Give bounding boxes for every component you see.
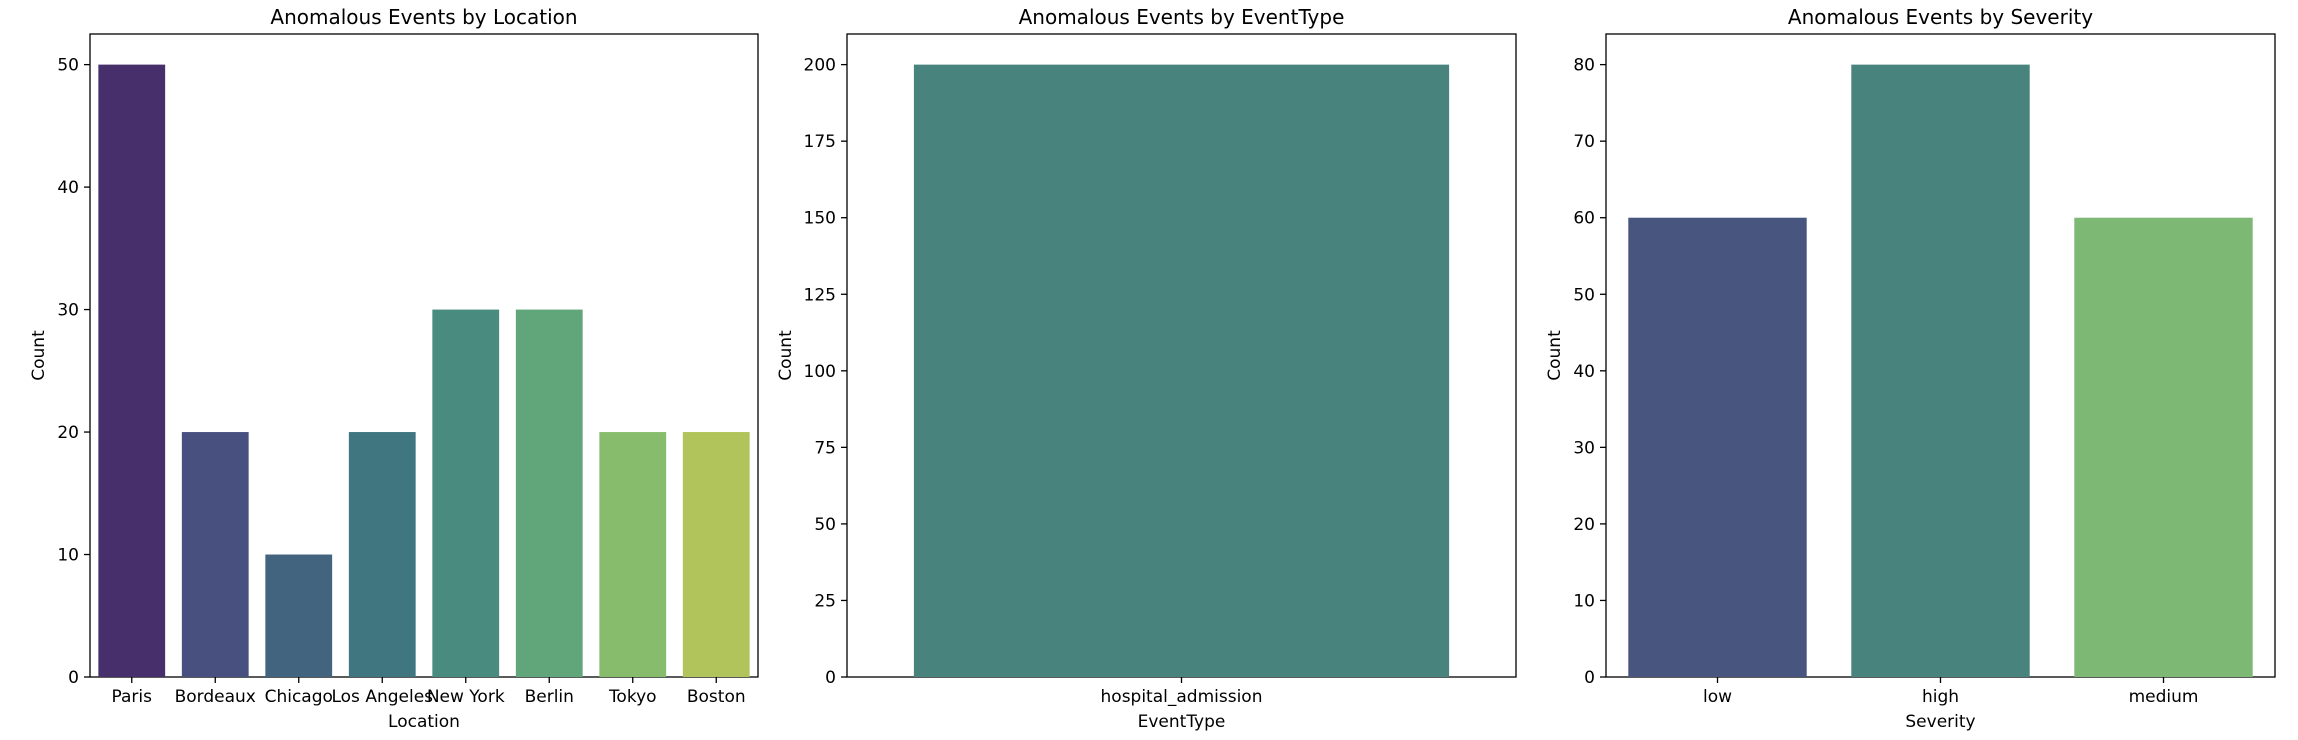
y-tick-label: 175 [804,132,836,152]
y-axis-label: Count [1545,330,1565,381]
y-tick-label: 75 [814,438,836,458]
y-tick-label: 10 [57,546,79,566]
x-tick-label: medium [2129,687,2199,707]
bar-chicago [265,554,333,677]
bar-low [1628,217,1807,677]
chart-title: Anomalous Events by Severity [1788,5,2093,29]
x-tick-label: Paris [112,687,153,707]
bar-berlin [515,309,583,677]
y-axis-label: Count [776,330,796,381]
y-tick-label: 0 [1584,668,1595,688]
y-tick-label: 150 [804,209,836,229]
y-tick-label: 30 [57,301,79,321]
y-tick-label: 80 [1573,56,1595,76]
x-tick-label: Berlin [525,687,574,707]
x-ticks-group: hospital_admission [1101,677,1263,707]
bars-group [98,64,750,678]
x-tick-label: low [1703,687,1732,707]
x-axis-label: Severity [1905,712,1975,732]
bar-bordeaux [181,432,249,677]
severity-chart-panel: Anomalous Events by Severity Severity Co… [1545,5,2276,732]
y-ticks-group: 0 10 20 30 40 50 [57,56,90,688]
chart-title: Anomalous Events by EventType [1019,5,1345,29]
y-tick-label: 40 [57,178,79,198]
x-tick-label: Tokyo [608,687,657,707]
y-tick-label: 125 [804,285,836,305]
y-tick-label: 100 [804,362,836,382]
y-tick-label: 50 [1573,285,1595,305]
y-tick-label: 30 [1573,438,1595,458]
x-ticks-group: low high medium [1703,677,2198,707]
plot-area-frame [89,33,759,678]
x-tick-label: New York [427,687,505,707]
x-tick-label: Boston [687,687,746,707]
bars-group [913,64,1450,678]
y-tick-label: 0 [825,668,836,688]
y-tick-label: 60 [1573,209,1595,229]
bar-tokyo [599,432,667,677]
bar-new-york [432,309,500,677]
y-ticks-group: 0 25 50 75 100 125 150 175 200 [804,56,847,688]
y-tick-label: 70 [1573,132,1595,152]
x-tick-label: Chicago [265,687,333,707]
y-tick-label: 20 [1573,515,1595,535]
bar-hospital-admission [913,64,1450,678]
location-chart-panel: Anomalous Events by Location Location Co… [29,5,759,732]
bar-boston [682,432,750,677]
bar-medium [2074,217,2253,677]
y-tick-label: 50 [814,515,836,535]
bar-paris [98,64,166,678]
y-tick-label: 0 [68,668,79,688]
chart-title: Anomalous Events by Location [270,5,577,29]
y-axis-label: Count [29,330,49,381]
x-tick-label: Bordeaux [175,687,256,707]
bar-los-angeles [348,432,416,677]
y-tick-label: 10 [1573,591,1595,611]
x-tick-label: Los Angeles [331,687,433,707]
y-tick-label: 50 [57,56,79,76]
bars-group [1628,64,2253,678]
x-axis-label: Location [388,712,460,732]
y-tick-label: 200 [804,56,836,76]
y-tick-label: 40 [1573,362,1595,382]
y-tick-label: 20 [57,423,79,443]
bar-high [1851,64,2030,678]
y-tick-label: 25 [814,591,836,611]
x-tick-label: hospital_admission [1101,687,1263,707]
y-ticks-group: 0 10 20 30 40 50 60 70 80 [1573,56,1606,688]
eventtype-chart-panel: Anomalous Events by EventType EventType … [776,5,1517,732]
x-tick-label: high [1922,687,1959,707]
x-axis-label: EventType [1138,712,1226,732]
